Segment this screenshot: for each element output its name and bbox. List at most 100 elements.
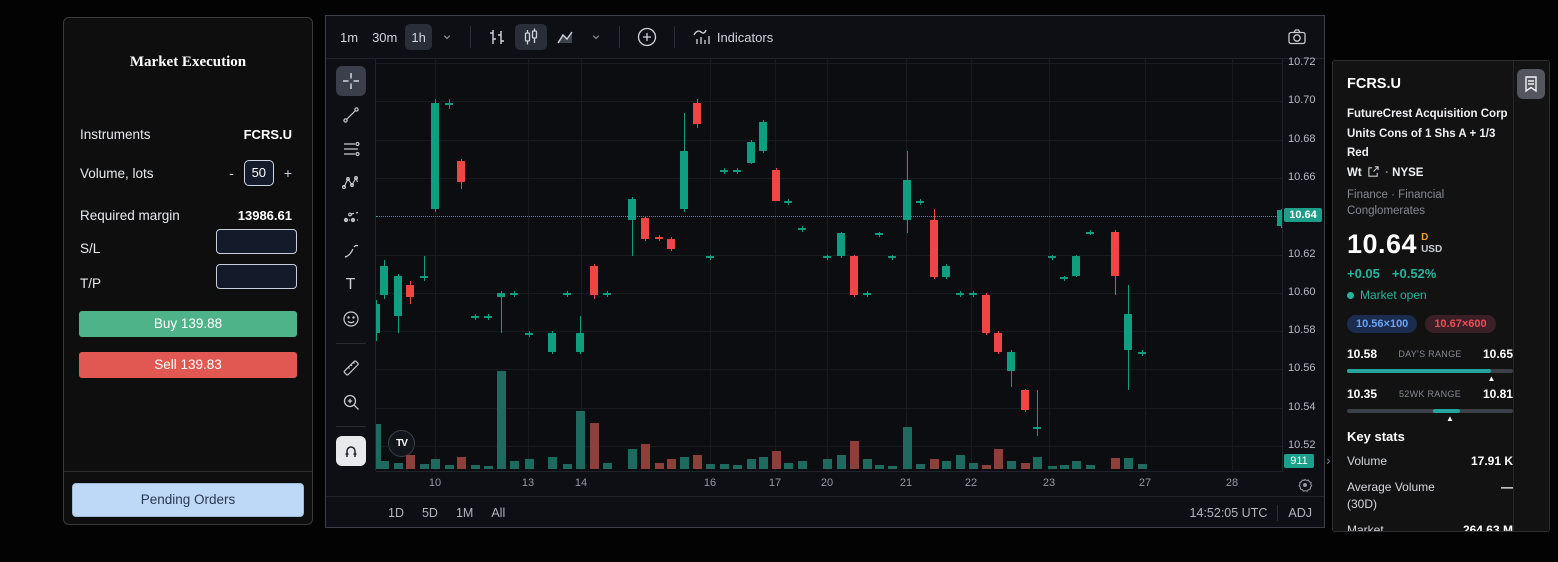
tradingview-logo[interactable]: TV — [388, 430, 415, 457]
volume-bar — [747, 459, 756, 469]
volume-bar — [956, 455, 965, 469]
bid-pill[interactable]: 10.56×100 — [1347, 315, 1418, 333]
range-button-1d[interactable]: 1D — [388, 505, 404, 520]
grid-line-v — [906, 59, 907, 471]
volume-bar — [406, 455, 415, 469]
range-button-5d[interactable]: 5D — [421, 505, 438, 520]
volume-bar — [916, 464, 925, 469]
volume-bar — [1033, 457, 1042, 469]
ask-pill[interactable]: 10.67×600 — [1425, 315, 1496, 333]
last-price: 10.64 — [1347, 229, 1418, 259]
compare-button[interactable] — [630, 24, 664, 50]
candle-body — [431, 103, 439, 209]
range-button-1m[interactable]: 1M — [455, 505, 474, 520]
sl-input[interactable] — [216, 229, 297, 254]
candle-wick — [1036, 390, 1038, 437]
sell-button[interactable]: Sell 139.83 — [79, 352, 297, 378]
panel-collapse-chevron[interactable]: › — [1326, 452, 1331, 468]
candle-wick — [500, 290, 502, 333]
zoom-in-tool-button[interactable] — [336, 387, 366, 417]
candle-body — [875, 233, 883, 236]
text-tool-icon: T — [345, 276, 356, 293]
tp-input[interactable] — [216, 264, 297, 289]
indicators-button[interactable]: Indicators — [685, 24, 779, 50]
candle-wick — [423, 256, 425, 282]
price-row: 10.64 D USD — [1347, 229, 1513, 260]
volume-axis-badge: 911 — [1284, 454, 1314, 468]
sl-label: S/L — [80, 240, 101, 256]
time-axis[interactable]: 10 13 14 16 17 20 21 22 23 27 28 — [376, 471, 1313, 496]
volume-bar — [471, 465, 480, 469]
volume-decrement-button[interactable]: - — [229, 165, 234, 181]
volume-input[interactable]: 50 — [243, 160, 274, 186]
emoji-icon — [342, 311, 359, 327]
pending-orders-button[interactable]: Pending Orders — [72, 483, 304, 517]
volume-bar — [655, 463, 664, 469]
volume-bar — [823, 459, 832, 469]
screenshot-button[interactable] — [1280, 24, 1314, 50]
gear-icon — [1298, 478, 1313, 492]
crosshair-icon — [342, 73, 359, 89]
bars-chart-type-button[interactable] — [481, 24, 513, 50]
volume-bar — [837, 455, 846, 469]
range-button-all[interactable]: All — [491, 505, 506, 520]
grid-line-v — [435, 59, 436, 471]
watchlist-bookmark-button[interactable] — [1517, 69, 1545, 99]
volume-increment-button[interactable]: + — [283, 165, 292, 181]
candle-body — [706, 256, 714, 259]
candle-body — [942, 265, 950, 278]
emoji-tool-button[interactable] — [336, 304, 366, 334]
fib-retracement-icon — [343, 141, 360, 157]
range-buttons: 1D 5D 1M All — [388, 506, 523, 520]
measure-tool-button[interactable] — [336, 353, 366, 383]
required-margin-label: Required margin — [80, 207, 180, 223]
industry-link[interactable]: Financial Conglomerates — [1347, 189, 1445, 217]
price-axis[interactable]: 10.72 10.70 10.68 10.66 10.62 10.60 10.58 10.56… — [1282, 56, 1324, 471]
volume-label: Volume, lots — [80, 165, 154, 181]
text-tool-button[interactable]: T — [336, 270, 366, 300]
brush-icon — [344, 244, 358, 258]
volume-bar — [603, 463, 612, 469]
axis-settings-corner[interactable] — [1284, 472, 1326, 497]
volume-bar — [457, 457, 466, 469]
area-chart-type-button[interactable] — [549, 24, 581, 50]
symbol-title[interactable]: FCRS.U — [1347, 76, 1401, 92]
candle-body — [982, 294, 990, 333]
grid-line-h — [376, 331, 1282, 333]
candle-body — [759, 122, 767, 152]
xabcd-pattern-icon — [341, 176, 358, 189]
trend-line-tool-button[interactable] — [336, 100, 366, 130]
crosshair-tool-button[interactable] — [335, 66, 366, 96]
instrument-value: FCRS.U — [243, 126, 292, 142]
clock[interactable]: 14:52:05 UTC — [1189, 505, 1268, 520]
chart-type-menu-button[interactable] — [583, 24, 609, 50]
magnet-mode-button[interactable] — [335, 436, 366, 466]
chart-pane[interactable]: TV — [376, 59, 1282, 471]
interval-button-1h[interactable]: 1h — [405, 24, 432, 50]
stat-row: Volume 17.91 K — [1347, 454, 1513, 468]
panel-title: Market Execution — [129, 54, 247, 70]
volume-bar — [641, 444, 650, 469]
interval-menu-button[interactable] — [434, 24, 460, 50]
fib-retracement-tool-button[interactable] — [336, 134, 366, 164]
forecast-tool-button[interactable] — [336, 202, 366, 232]
interval-button-1m[interactable]: 1m — [340, 29, 359, 45]
candle-body — [406, 285, 414, 297]
stat-row: Market capitalization264.63 M — [1347, 523, 1513, 532]
sector-link[interactable]: Finance — [1347, 189, 1388, 201]
forecast-icon — [343, 211, 358, 223]
brush-tool-button[interactable] — [336, 236, 366, 266]
adj-toggle[interactable]: ADJ — [1288, 505, 1312, 520]
exchange-label[interactable]: NYSE — [1392, 166, 1424, 179]
xabcd-pattern-tool-button[interactable] — [336, 168, 366, 198]
candle-body — [733, 170, 741, 173]
external-link-icon[interactable] — [1367, 165, 1380, 178]
candles-chart-type-button[interactable] — [514, 24, 547, 50]
buy-button[interactable]: Buy 139.88 — [79, 311, 297, 337]
volume-bar — [982, 465, 991, 469]
interval-button-30m[interactable]: 30m — [372, 29, 398, 45]
candle-body — [747, 141, 755, 163]
candle-body — [590, 265, 598, 295]
volume-bar — [380, 461, 389, 469]
candle-body — [563, 292, 571, 295]
